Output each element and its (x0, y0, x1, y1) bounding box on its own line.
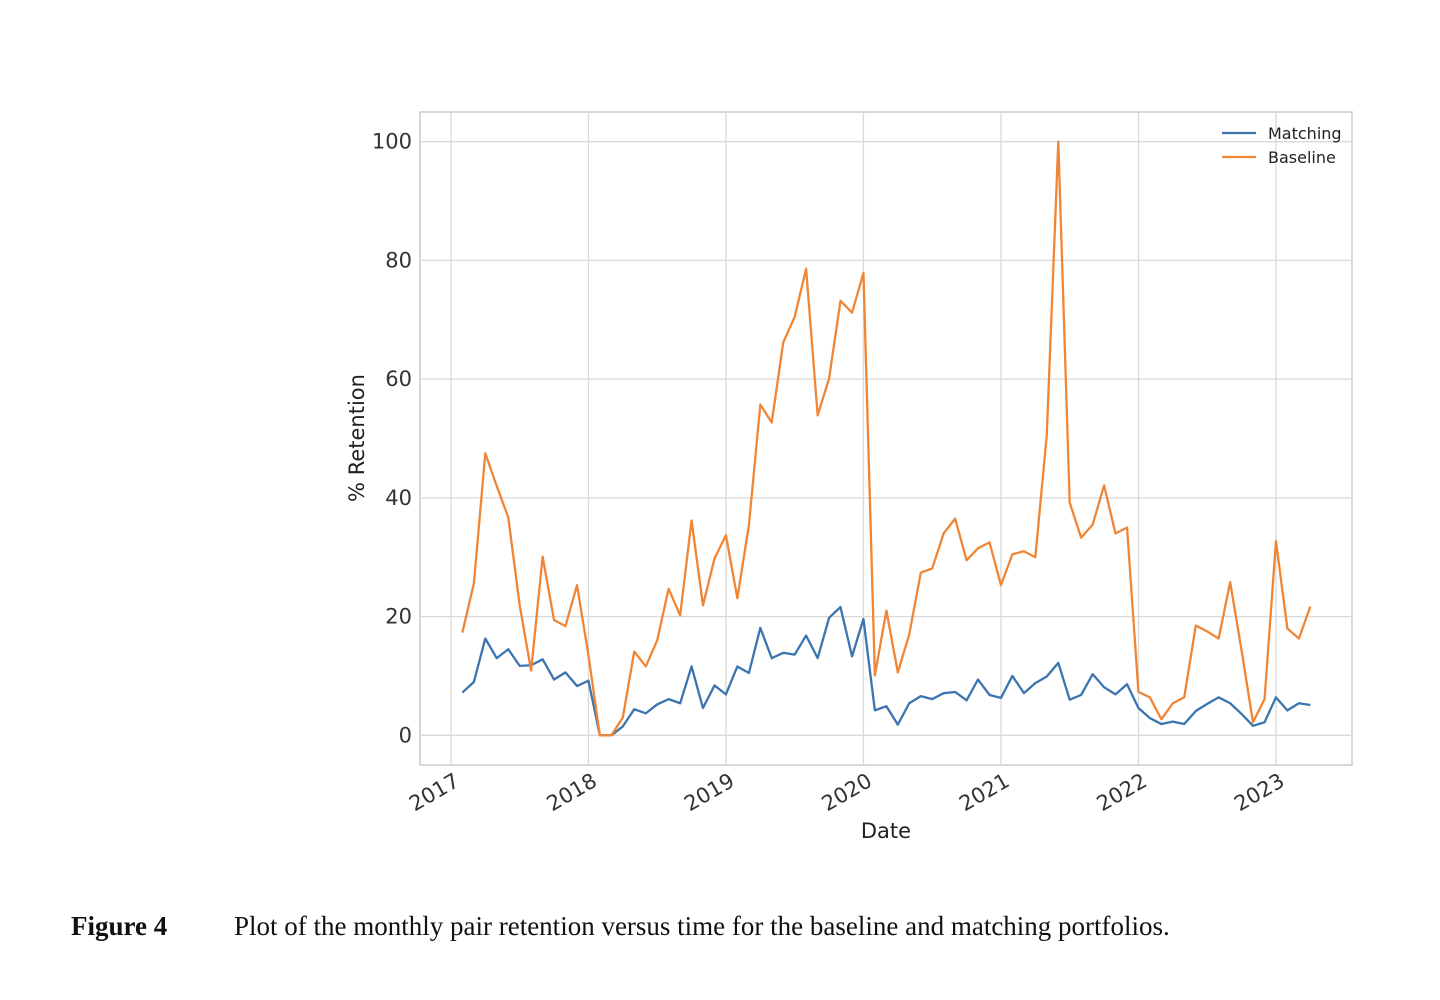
y-tick-label: 40 (385, 486, 412, 510)
x-tick-label: 2023 (1230, 769, 1288, 817)
y-tick-label: 20 (385, 605, 412, 629)
y-tick-label: 0 (399, 723, 412, 747)
x-tick-label: 2019 (680, 769, 738, 817)
x-tick-label: 2018 (543, 769, 601, 817)
plot-frame (419, 111, 1353, 766)
y-tick-label: 60 (385, 367, 412, 391)
legend-label: Matching (1268, 124, 1342, 143)
figure-caption: Plot of the monthly pair retention versu… (234, 911, 1170, 941)
y-axis-label: % Retention (345, 374, 369, 502)
figure-label: Figure 4 (71, 911, 167, 941)
legend: Matching Baseline (1222, 124, 1342, 167)
x-axis-label: Date (861, 819, 911, 843)
y-tick-label: 100 (372, 130, 412, 154)
legend-label: Baseline (1268, 148, 1336, 167)
x-tick-label: 2020 (818, 769, 876, 817)
grid (420, 112, 1352, 765)
y-tick-label: 80 (385, 248, 412, 272)
series-line (461, 605, 1311, 737)
x-tick-label: 2021 (955, 769, 1013, 817)
axis-labels: 0 20 40 60 80 100 2017 2018 2019 2020 2021 2022 2023 (372, 130, 1289, 816)
x-tick-label: 2022 (1093, 769, 1151, 817)
x-tick-label: 2017 (405, 769, 463, 817)
lines (461, 140, 1312, 737)
series-line (461, 140, 1312, 737)
